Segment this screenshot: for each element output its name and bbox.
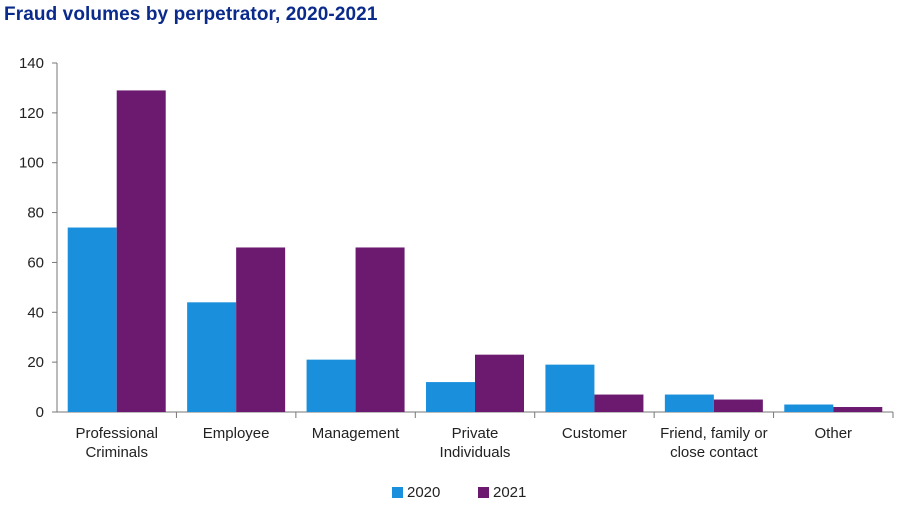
x-category-label: Management bbox=[312, 425, 400, 442]
labels: Professional Criminals Employee Management P… bbox=[75, 425, 852, 461]
bars bbox=[67, 90, 883, 413]
x-category-label-line: Other bbox=[815, 425, 853, 442]
y-tick-label: 20 bbox=[27, 354, 44, 371]
legend-label-2020: 2020 bbox=[407, 484, 440, 501]
legend: 2020 2021 bbox=[392, 484, 526, 501]
bar-2021-0 bbox=[116, 90, 166, 413]
y-tick-label: 60 bbox=[27, 254, 44, 271]
x-category-label-line: Management bbox=[312, 425, 400, 442]
x-category-label-line: close contact bbox=[670, 444, 758, 461]
bar-2020-6 bbox=[784, 404, 834, 412]
bar-2021-3 bbox=[475, 354, 524, 412]
bar-2020-2 bbox=[306, 359, 356, 412]
bar-2021-6 bbox=[833, 407, 883, 412]
bar-2021-2 bbox=[355, 247, 405, 412]
bar-2020-1 bbox=[187, 302, 237, 412]
bar-2020-0 bbox=[67, 227, 117, 412]
x-category-label-line: Private bbox=[452, 425, 499, 442]
bar-2021-5 bbox=[713, 399, 763, 412]
x-category-label-line: Friend, family or bbox=[660, 425, 768, 442]
legend-swatch-2021 bbox=[478, 487, 489, 498]
bar-2020-4 bbox=[545, 364, 595, 412]
legend-swatch-2020 bbox=[392, 487, 403, 498]
y-tick-label: 0 bbox=[36, 404, 44, 421]
chart-title: Fraud volumes by perpetrator, 2020-2021 bbox=[4, 4, 378, 25]
bar-2020-5 bbox=[664, 394, 714, 412]
x-category-label-line: Individuals bbox=[440, 444, 511, 461]
x-category-label: Employee bbox=[203, 425, 270, 442]
x-category-label: Professional Criminals bbox=[75, 425, 158, 461]
bar-2021-4 bbox=[594, 394, 644, 412]
y-tick-label: 40 bbox=[27, 304, 44, 321]
x-category-label: Private Individuals bbox=[440, 425, 511, 461]
bar-2020-3 bbox=[426, 382, 475, 412]
y-tick-label: 140 bbox=[19, 55, 44, 72]
x-category-label-line: Customer bbox=[562, 425, 627, 442]
x-category-label: Customer bbox=[562, 425, 627, 442]
y-tick-label: 80 bbox=[27, 205, 44, 222]
x-category-label-line: Employee bbox=[203, 425, 270, 442]
legend-label-2021: 2021 bbox=[493, 484, 526, 501]
x-category-label-line: Criminals bbox=[85, 444, 148, 461]
x-category-label: Other bbox=[815, 425, 853, 442]
y-tick-label: 100 bbox=[19, 155, 44, 172]
x-category-label: Friend, family or close contact bbox=[660, 425, 768, 461]
bar-2021-1 bbox=[236, 247, 286, 412]
y-tick-label: 120 bbox=[19, 105, 44, 122]
x-category-label-line: Professional bbox=[75, 425, 158, 442]
